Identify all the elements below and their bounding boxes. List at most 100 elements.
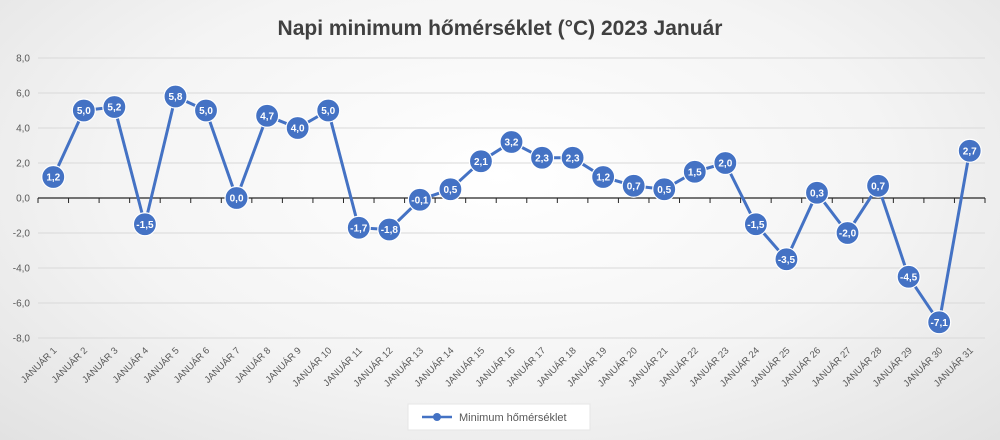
data-point: 5,8 (163, 84, 188, 109)
point-marker (346, 215, 371, 240)
point-marker (591, 164, 616, 190)
point-marker (957, 138, 982, 163)
data-point: 1,2 (41, 164, 66, 190)
point-marker (163, 84, 188, 109)
data-label: 1,5 (688, 167, 702, 178)
data-label: -0,1 (411, 195, 429, 206)
y-tick-label: -6,0 (13, 299, 31, 310)
point-marker (132, 212, 158, 237)
data-label: 0,5 (657, 185, 671, 196)
point-marker (377, 217, 402, 242)
point-marker (71, 98, 96, 123)
data-point: 4,7 (255, 103, 280, 128)
data-label: 3,2 (505, 138, 519, 149)
data-label: 2,7 (963, 146, 977, 157)
data-label: -1,7 (350, 223, 368, 234)
data-label: 0,5 (443, 185, 457, 196)
point-marker (407, 187, 432, 212)
data-point: 2,7 (957, 138, 982, 163)
data-label: 0,7 (871, 181, 885, 192)
data-label: 1,2 (596, 173, 610, 184)
data-point: -2,0 (835, 220, 860, 246)
point-marker (285, 115, 310, 141)
data-point: 1,2 (591, 164, 616, 190)
point-marker (621, 173, 646, 198)
data-point: 1,5 (682, 159, 707, 184)
point-marker (468, 149, 494, 174)
data-point: -1,5 (132, 212, 158, 237)
point-marker (499, 129, 524, 155)
point-marker (743, 212, 768, 237)
data-point: 2,1 (468, 149, 494, 174)
data-point: -1,7 (346, 215, 371, 240)
data-point: 5,0 (316, 98, 341, 123)
data-point: 0,5 (652, 177, 677, 202)
data-point: 5,2 (102, 94, 127, 120)
legend-series-marker (433, 413, 441, 421)
point-marker (560, 145, 585, 170)
data-point: 2,0 (713, 150, 738, 176)
data-point: 0,3 (804, 180, 830, 205)
data-point: 3,2 (499, 129, 524, 155)
data-label: 2,3 (535, 153, 549, 164)
y-tick-label: -8,0 (13, 334, 31, 345)
data-label: -1,8 (381, 225, 399, 236)
point-marker (682, 159, 707, 184)
data-label: 2,0 (718, 159, 732, 170)
data-label: -2,0 (839, 229, 857, 240)
y-tick-label: 8,0 (16, 54, 30, 65)
data-label: 5,0 (321, 106, 335, 117)
y-tick-label: 4,0 (16, 124, 30, 135)
point-marker (713, 150, 738, 176)
legend-series-name: Minimum hőmérséklet (459, 412, 567, 424)
data-label: 4,0 (291, 124, 305, 135)
data-point: 2,3 (529, 145, 555, 170)
data-point: 0,7 (865, 173, 891, 198)
point-marker (255, 103, 280, 128)
point-marker (835, 220, 860, 246)
point-marker (927, 310, 952, 335)
data-label: -1,5 (136, 220, 154, 231)
data-point: -1,5 (743, 212, 768, 237)
point-marker (804, 180, 830, 205)
data-point: 4,0 (285, 115, 310, 141)
data-label: 5,0 (199, 106, 213, 117)
data-point: -3,5 (774, 247, 799, 272)
data-label: 0,3 (810, 188, 824, 199)
data-point: 5,0 (193, 98, 219, 123)
data-label: 5,2 (107, 103, 121, 114)
point-marker (529, 145, 555, 170)
point-marker (896, 264, 921, 289)
y-tick-label: -2,0 (13, 229, 31, 240)
data-point: -0,1 (407, 187, 432, 212)
point-marker (224, 185, 249, 211)
data-point: -7,1 (927, 310, 952, 335)
point-marker (316, 98, 341, 123)
point-marker (774, 247, 799, 272)
y-tick-label: -4,0 (13, 264, 31, 275)
point-marker (438, 177, 463, 202)
point-marker (41, 164, 66, 190)
data-label: 4,7 (260, 111, 274, 122)
data-point: -4,5 (896, 264, 921, 289)
data-label: -3,5 (778, 255, 796, 266)
data-point: 2,3 (560, 145, 585, 170)
data-label: 0,0 (230, 194, 244, 205)
point-marker (102, 94, 127, 120)
point-marker (652, 177, 677, 202)
data-label: -1,5 (747, 220, 765, 231)
chart-title: Napi minimum hőmérséklet (°C) 2023 Januá… (278, 17, 723, 40)
data-label: 2,3 (566, 153, 580, 164)
y-tick-label: 2,0 (16, 159, 30, 170)
data-point: 0,5 (438, 177, 463, 202)
y-tick-label: 6,0 (16, 89, 30, 100)
legend: Minimum hőmérséklet (407, 403, 591, 431)
data-label: -4,5 (900, 272, 918, 283)
data-label: -7,1 (931, 318, 949, 329)
point-marker (865, 173, 891, 198)
data-points: 1,2 5,0 5,2 -1,5 5,8 5,0 0,0 4,7 4,0 5,0 -1,7 -1,8 -… (41, 84, 982, 335)
data-label: 5,8 (169, 92, 183, 103)
y-tick-label: 0,0 (16, 194, 30, 205)
data-label: 0,7 (627, 181, 641, 192)
